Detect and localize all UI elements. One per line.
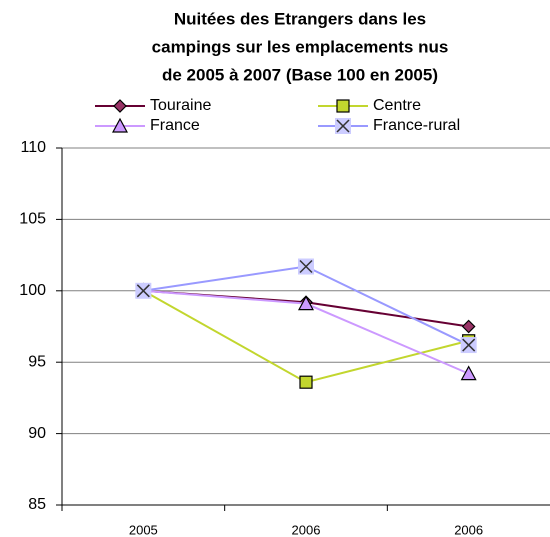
marker [299,375,313,389]
marker-x [336,119,350,133]
marker [335,118,351,134]
legend-label: Touraine [150,97,211,114]
marker-x [299,259,313,274]
marker [460,365,477,381]
marker-x [462,338,476,352]
x-tick-label: 2006 [454,522,483,537]
marker [135,282,152,299]
y-tick-label: 85 [28,496,46,513]
chart-title: de 2005 à 2007 (Base 100 en 2005) [162,65,438,84]
marker [113,99,127,113]
chart-title: campings sur les emplacements nus [152,37,449,56]
x-tick-label: 2006 [292,522,321,537]
marker [461,319,476,334]
legend-label: Centre [373,97,421,114]
chart-title: Nuitées des Etrangers dans les [174,9,426,28]
marker-x [136,284,150,298]
y-tick-label: 105 [19,211,46,228]
y-tick-label: 100 [19,282,46,299]
y-tick-label: 95 [28,353,46,370]
x-tick-label: 2005 [129,522,158,537]
legend-label: France-rural [373,117,460,134]
legend-label: France [150,117,200,134]
marker [298,258,314,275]
marker [111,117,129,133]
marker [336,99,350,113]
marker [297,295,315,311]
y-tick-label: 90 [28,425,46,442]
y-tick-label: 110 [20,139,46,156]
marker [460,337,477,354]
